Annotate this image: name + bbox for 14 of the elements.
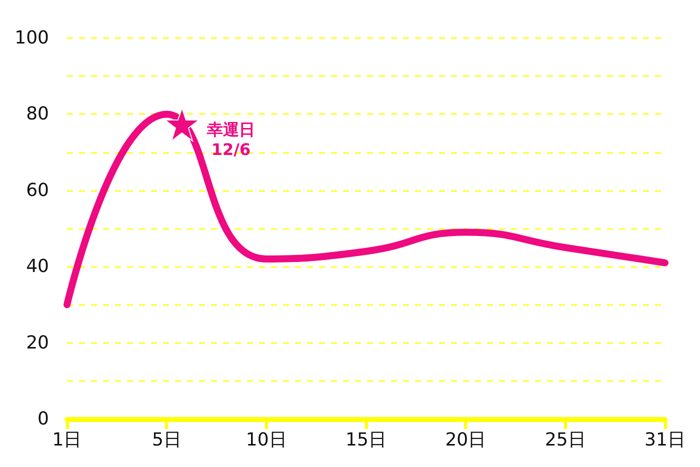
- y-tick-label: 40: [26, 256, 49, 278]
- annotation: 幸運日 12/6: [207, 120, 255, 160]
- y-tick-label: 80: [26, 104, 49, 125]
- x-tick-label: 20日: [445, 430, 486, 450]
- x-tick-label: 31日: [644, 430, 686, 450]
- y-tick-label: 60: [26, 180, 49, 201]
- x-tick-label: 5日: [152, 430, 182, 450]
- x-tick-label: 1日: [52, 430, 82, 450]
- y-tick-label: 100: [14, 28, 49, 48]
- x-tick-label: 10日: [246, 430, 287, 450]
- y-tick-label: 0: [38, 408, 49, 430]
- y-tick-label: 20: [26, 332, 49, 354]
- x-tick-label: 25日: [544, 430, 586, 450]
- x-tick-label: 15日: [346, 430, 386, 450]
